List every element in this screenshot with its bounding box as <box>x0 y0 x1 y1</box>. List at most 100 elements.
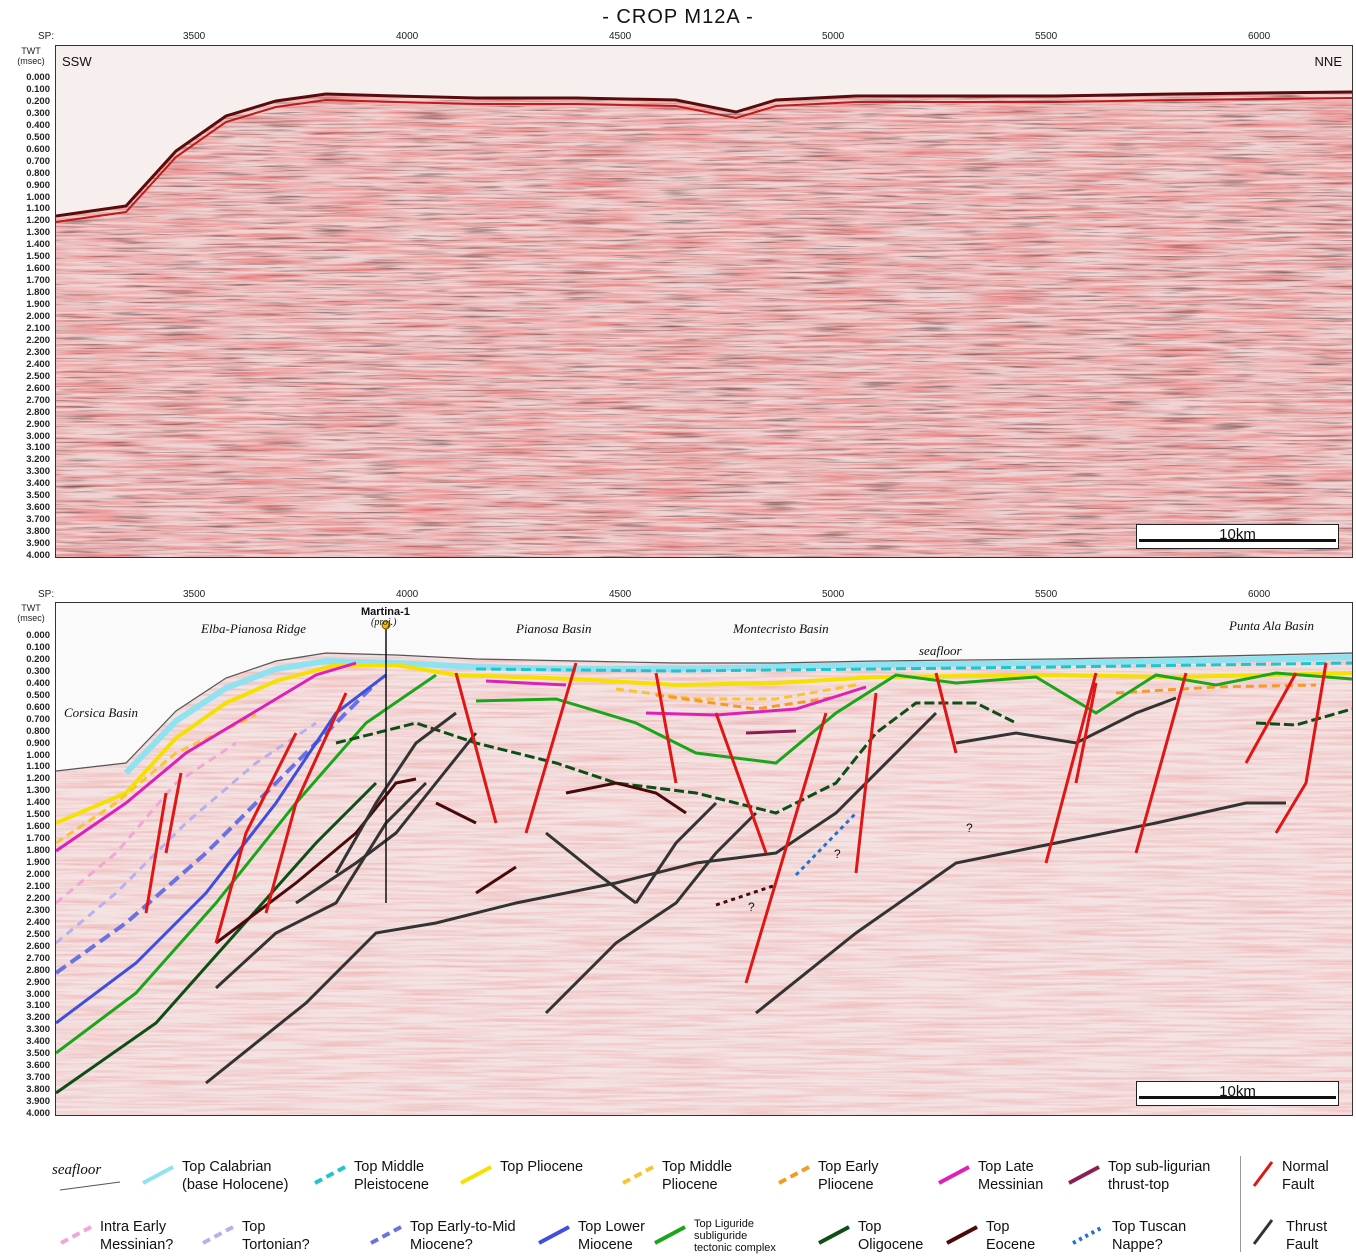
twt-tick-label: 2.000 <box>26 311 50 322</box>
twt-tick-label: 3.500 <box>26 490 50 502</box>
twt-tick-label: 2.700 <box>26 952 50 964</box>
twt-tick-label: 0.600 <box>26 701 50 713</box>
twt-tick-label: 3.700 <box>26 1072 50 1084</box>
legend-item-label: Top Late Messinian <box>978 1159 1044 1193</box>
twt-tick-label: 3.100 <box>26 442 50 454</box>
legend-item-label: Top Tuscan Nappe? <box>1112 1219 1187 1253</box>
twt-tick-label: 4.000 <box>26 1108 50 1119</box>
twt-tick-label: 3.100 <box>26 1000 50 1012</box>
scale-bar-top: 10km <box>1136 524 1339 549</box>
twt-tick-label: 0.800 <box>26 725 50 737</box>
legend-item-label: Top Pliocene <box>500 1159 584 1175</box>
twt-tick-label: 1.900 <box>26 299 50 311</box>
twt-tick-label: 2.100 <box>26 322 50 334</box>
question-mark-3: ? <box>966 821 973 835</box>
twt-tick-label: 2.100 <box>26 880 50 892</box>
twt-tick-label: 0.700 <box>26 713 50 725</box>
legend: seafloor Top Calabrian (base Holocene) Top… <box>0 1150 1356 1256</box>
twt-tick-label: 0.300 <box>26 107 50 119</box>
sp-tick-label: 4000 <box>396 589 419 600</box>
twt-tick-label: 2.000 <box>26 869 50 880</box>
legend-item-label: Intra Early Messinian? <box>100 1219 174 1253</box>
legend-item-label: Top sub-ligurian thrust-top <box>1108 1159 1211 1193</box>
legend-symbol <box>816 1224 852 1251</box>
twt-tick-label: 1.500 <box>26 251 50 263</box>
twt-tick-label: 2.500 <box>26 928 50 940</box>
twt-tick-label: 2.400 <box>26 358 50 370</box>
sp-tick-label: 5000 <box>822 589 845 600</box>
well-name: Martina-1 <box>361 606 410 618</box>
direction-nne: NNE <box>1314 54 1342 69</box>
legend-symbol <box>944 1224 980 1251</box>
figure-title: - CROP M12A - <box>602 6 754 28</box>
twt-tick-label: 1.400 <box>26 239 50 251</box>
twt-tick-label: 0.700 <box>26 155 50 167</box>
twt-tick-label: 4.000 <box>26 550 50 561</box>
twt-tick-label: 2.500 <box>26 370 50 382</box>
twt-tick-label: 0.500 <box>26 131 50 143</box>
twt-tick-label: 2.600 <box>26 940 50 952</box>
twt-tick-label: 3.200 <box>26 454 50 466</box>
twt-tick-label: 3.900 <box>26 538 50 550</box>
label-seafloor: seafloor <box>919 643 962 658</box>
twt-tick-label: 1.600 <box>26 263 50 275</box>
twt-tick-label: 0.600 <box>26 143 50 155</box>
twt-tick-label: 3.400 <box>26 1036 50 1048</box>
label-corsica-basin: Corsica Basin <box>64 705 139 720</box>
twt-tick-label: 2.200 <box>26 334 50 346</box>
legend-symbol <box>536 1224 572 1251</box>
twt-tick-label: 2.300 <box>26 346 50 358</box>
legend-seafloor-label: seafloor <box>52 1162 102 1178</box>
question-mark-1: ? <box>748 900 755 914</box>
twt-tick-label: 0.400 <box>26 119 50 131</box>
seismic-panel-uninterpreted: SSW NNE 10km <box>55 45 1353 558</box>
twt-tick-label: 2.700 <box>26 394 50 406</box>
twt-tick-label: 1.200 <box>26 773 50 785</box>
twt-tick-label: 3.900 <box>26 1096 50 1108</box>
twt-tick-label: 3.800 <box>26 526 50 538</box>
label-punta-ala-basin: Punta Ala Basin <box>1229 618 1314 633</box>
seismic-panel-interpreted: Martina-1 (proj.) Elba-Pianosa Ridge Pia… <box>55 602 1353 1116</box>
twt-tick-label: 2.800 <box>26 964 50 976</box>
legend-symbol <box>140 1164 176 1191</box>
legend-item-label: Top Oligocene <box>858 1219 924 1253</box>
twt-tick-label: 3.300 <box>26 466 50 478</box>
legend-item-label: Top Tortonian? <box>242 1219 310 1253</box>
twt-tick-label: 1.300 <box>26 785 50 797</box>
twt-tick-label: 1.600 <box>26 821 50 833</box>
legend-normal-fault: Normal Fault <box>1282 1159 1329 1193</box>
sp-tick-label: 4000 <box>396 31 419 42</box>
legend-seafloor-symbol <box>60 1181 121 1191</box>
twt-tick-label: 0.200 <box>26 95 50 107</box>
twt-tick-label: 1.100 <box>26 203 50 215</box>
twt-tick-label: 0.100 <box>26 641 50 653</box>
twt-tick-label: 0.300 <box>26 665 50 677</box>
legend-thrust-fault: Thrust Fault <box>1286 1219 1328 1253</box>
legend-symbol <box>58 1224 94 1251</box>
twt-label-bottom: TWT (msec) <box>17 603 45 623</box>
twt-tick-label: 3.700 <box>26 514 50 526</box>
well-note: (proj.) <box>371 617 397 628</box>
twt-tick-label: 2.600 <box>26 382 50 394</box>
legend-item-label: Top Early Pliocene <box>818 1159 879 1193</box>
twt-tick-label: 1.100 <box>26 761 50 773</box>
label-elba-pianosa-ridge: Elba-Pianosa Ridge <box>201 621 307 636</box>
sp-label-top: SP: <box>38 31 55 42</box>
twt-tick-label: 1.400 <box>26 797 50 809</box>
twt-tick-label: 3.000 <box>26 988 50 1000</box>
twt-tick-label: 3.600 <box>26 502 50 514</box>
legend-item-label: Top Lower Miocene <box>578 1219 645 1253</box>
twt-tick-label: 1.900 <box>26 857 50 869</box>
legend-symbol <box>368 1224 404 1251</box>
twt-tick-label: 2.300 <box>26 904 50 916</box>
twt-tick-label: 3.600 <box>26 1060 50 1072</box>
seismic-image-top <box>56 46 1352 557</box>
legend-symbol <box>620 1164 656 1191</box>
question-mark-2: ? <box>834 847 841 861</box>
twt-tick-label: 2.400 <box>26 916 50 928</box>
twt-tick-label: 0.900 <box>26 737 50 749</box>
twt-tick-label: 0.000 <box>26 72 50 83</box>
twt-tick-label: 0.200 <box>26 653 50 665</box>
legend-divider <box>1240 1156 1241 1252</box>
sp-tick-label: 4500 <box>609 589 632 600</box>
